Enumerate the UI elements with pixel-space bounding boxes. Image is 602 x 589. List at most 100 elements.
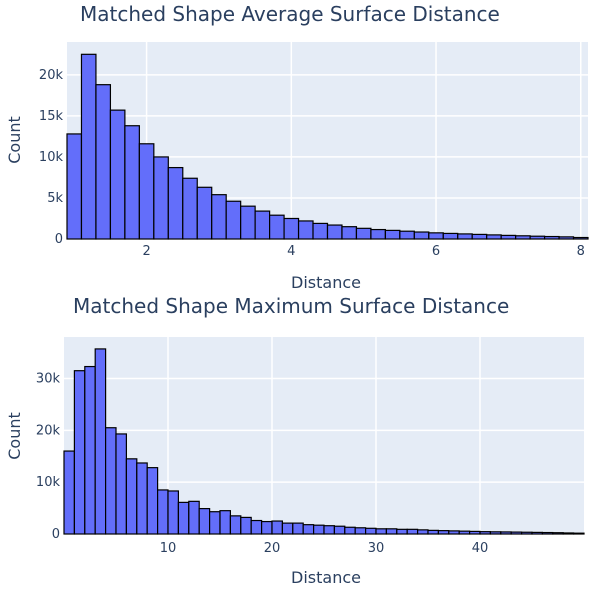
- histogram-bar: [84, 365, 96, 535]
- histogram-bar: [250, 519, 263, 535]
- histogram-bar: [94, 348, 107, 535]
- histogram-bar: [365, 527, 377, 535]
- histogram-bar: [479, 531, 491, 535]
- histogram-bar: [552, 532, 564, 535]
- histogram-bar: [209, 511, 221, 535]
- histogram-bar: [515, 235, 531, 240]
- histogram-bar: [341, 226, 358, 240]
- histogram-bar: [489, 531, 502, 535]
- histogram-bar: [355, 227, 372, 240]
- y-tick-label: 5k: [47, 191, 63, 206]
- histogram-bar: [458, 530, 471, 535]
- histogram-bar: [297, 220, 314, 240]
- histogram-bar: [188, 500, 200, 535]
- x-tick-label: 8: [577, 244, 585, 259]
- histogram-bar: [283, 217, 300, 240]
- histogram-bar: [271, 520, 283, 535]
- histogram-bar: [177, 501, 190, 535]
- x-tick-label: 6: [432, 244, 440, 259]
- histogram-bar: [153, 156, 169, 240]
- histogram-bar: [229, 515, 242, 535]
- y-tick-labels: 0 5k 10k 15k 20k: [39, 68, 64, 247]
- histogram-bar: [500, 531, 512, 535]
- histogram-bar: [136, 462, 148, 535]
- histogram-bar: [138, 143, 155, 240]
- x-tick-labels: 2 4 6 8: [142, 244, 584, 259]
- average-distance-histogram: Matched Shape Average Surface Distance 0…: [5, 2, 589, 292]
- histogram-bar: [323, 525, 335, 535]
- histogram-bar: [95, 84, 112, 240]
- y-axis-title: Count: [5, 412, 24, 460]
- histogram-bar: [471, 233, 488, 240]
- histogram-bar: [261, 520, 273, 535]
- x-tick-label: 4: [287, 244, 295, 259]
- histogram-bar: [437, 530, 450, 535]
- x-axis-title: Distance: [291, 568, 361, 587]
- bars: [66, 53, 589, 240]
- histogram-bar: [269, 214, 285, 240]
- histogram-bar: [240, 205, 256, 240]
- histogram-bar: [486, 234, 502, 240]
- histogram-bar: [312, 222, 329, 240]
- y-tick-label: 0: [55, 232, 63, 247]
- histogram-bar: [157, 489, 169, 535]
- histogram-bar: [146, 467, 159, 535]
- histogram-bar: [413, 231, 430, 240]
- histogram-bar: [375, 528, 387, 535]
- histogram-bar: [219, 510, 231, 535]
- histogram-bar: [80, 53, 97, 240]
- histogram-bar: [417, 529, 429, 535]
- histogram-bar: [562, 532, 575, 535]
- histogram-bar: [115, 433, 127, 535]
- histogram-bar: [572, 236, 589, 240]
- histogram-bar: [406, 528, 419, 535]
- y-tick-label: 30k: [36, 371, 61, 386]
- chart-title: Matched Shape Maximum Surface Distance: [73, 294, 509, 318]
- histogram-bar: [385, 528, 398, 535]
- histogram-bar: [63, 450, 75, 535]
- y-tick-label: 10k: [39, 150, 64, 165]
- histogram-bar: [254, 210, 271, 240]
- histogram-bar: [292, 522, 304, 535]
- x-tick-label: 40: [472, 541, 489, 556]
- histogram-bar: [354, 527, 367, 535]
- x-axis-title: Distance: [291, 273, 361, 292]
- histogram-bar: [520, 531, 533, 535]
- histogram-bar: [541, 531, 554, 535]
- y-tick-labels: 0 10k 20k 30k: [36, 371, 61, 542]
- y-tick-label: 20k: [39, 68, 64, 83]
- maximum-distance-histogram: Matched Shape Maximum Surface Distance 0…: [5, 294, 585, 587]
- histogram-bar: [104, 427, 117, 535]
- histogram-bar: [281, 522, 294, 535]
- y-tick-label: 10k: [36, 475, 61, 490]
- x-tick-labels: 10 20 30 40: [160, 541, 489, 556]
- histogram-bar: [302, 524, 315, 535]
- histogram-bar: [399, 230, 415, 240]
- histogram-bar: [531, 531, 543, 535]
- histogram-bar: [109, 109, 126, 240]
- bars: [63, 348, 585, 535]
- histogram-bar: [448, 530, 460, 535]
- x-tick-label: 20: [264, 541, 281, 556]
- histogram-bar: [427, 529, 439, 535]
- histogram-bar: [326, 224, 343, 240]
- histogram-bar: [167, 166, 184, 240]
- histogram-bar: [73, 370, 86, 535]
- histogram-bar: [543, 235, 560, 240]
- histogram-bar: [558, 236, 575, 240]
- y-axis-title: Count: [5, 116, 24, 164]
- y-tick-label: 20k: [36, 423, 61, 438]
- histogram-bar: [344, 526, 356, 535]
- histogram-bar: [333, 525, 346, 535]
- y-tick-label: 0: [52, 527, 60, 542]
- histogram-bar: [198, 507, 211, 535]
- histogram-bar: [442, 232, 459, 240]
- histogram-bar: [124, 125, 140, 240]
- histogram-bar: [396, 528, 408, 535]
- y-tick-label: 15k: [39, 109, 64, 124]
- histogram-bar: [384, 229, 401, 240]
- histogram-bar: [457, 233, 473, 240]
- histogram-bar: [500, 234, 517, 240]
- histogram-bar: [469, 530, 481, 535]
